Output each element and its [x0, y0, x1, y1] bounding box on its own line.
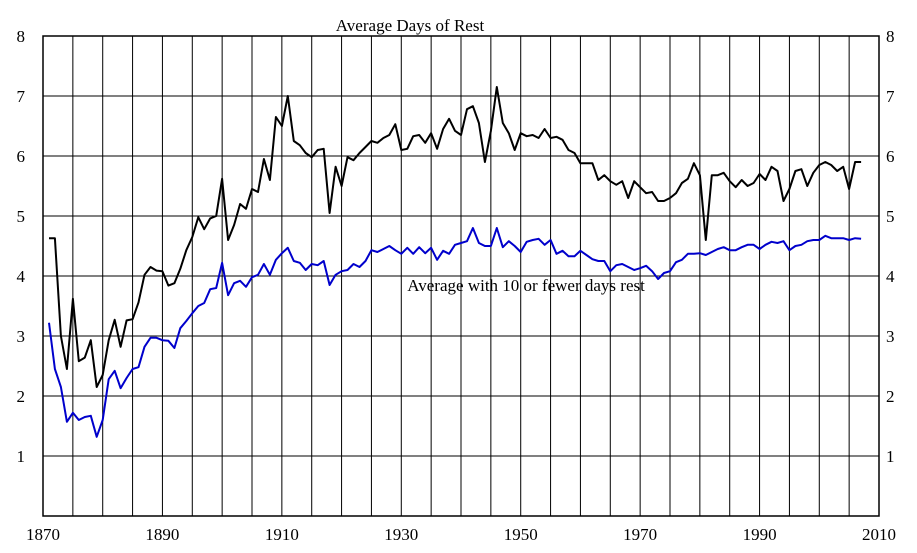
y-tick-label-left: 5	[17, 207, 26, 226]
series-annotation: Average with 10 or fewer days rest	[407, 276, 645, 295]
y-tick-label-left: 7	[17, 87, 26, 106]
x-tick-label: 1870	[26, 525, 60, 544]
chart-grid	[43, 36, 879, 516]
x-tick-label: 1890	[145, 525, 179, 544]
y-tick-label-right: 8	[886, 27, 895, 46]
y-tick-label-left: 4	[17, 267, 26, 286]
chart-series	[48, 86, 862, 438]
x-tick-label: 1970	[623, 525, 657, 544]
y-tick-label-right: 6	[886, 147, 895, 166]
series-line-1	[49, 86, 862, 388]
y-tick-label-right: 5	[886, 207, 895, 226]
y-tick-label-left: 6	[17, 147, 26, 166]
tick-labels: 1 1 2 2 3 3 4 4 5 5 6 6 7 7 8 8 1870 1890 1910 1930 1950 1970…	[17, 27, 897, 544]
y-tick-label-left: 2	[17, 387, 26, 406]
x-tick-label: 1990	[743, 525, 777, 544]
x-tick-label: 1930	[384, 525, 418, 544]
y-tick-label-right: 2	[886, 387, 895, 406]
chart-title: Average Days of Rest	[336, 16, 485, 35]
y-tick-label-left: 8	[17, 27, 26, 46]
y-tick-label-right: 1	[886, 447, 895, 466]
y-tick-label-right: 4	[886, 267, 895, 286]
plot-frame	[42, 35, 880, 517]
x-tick-label: 1910	[265, 525, 299, 544]
x-tick-label: 1950	[504, 525, 538, 544]
y-tick-label-right: 3	[886, 327, 895, 346]
x-tick-label: 2010	[862, 525, 896, 544]
series-line-2	[48, 227, 862, 438]
y-tick-label-left: 1	[17, 447, 26, 466]
y-tick-label-right: 7	[886, 87, 895, 106]
y-tick-label-left: 3	[17, 327, 26, 346]
